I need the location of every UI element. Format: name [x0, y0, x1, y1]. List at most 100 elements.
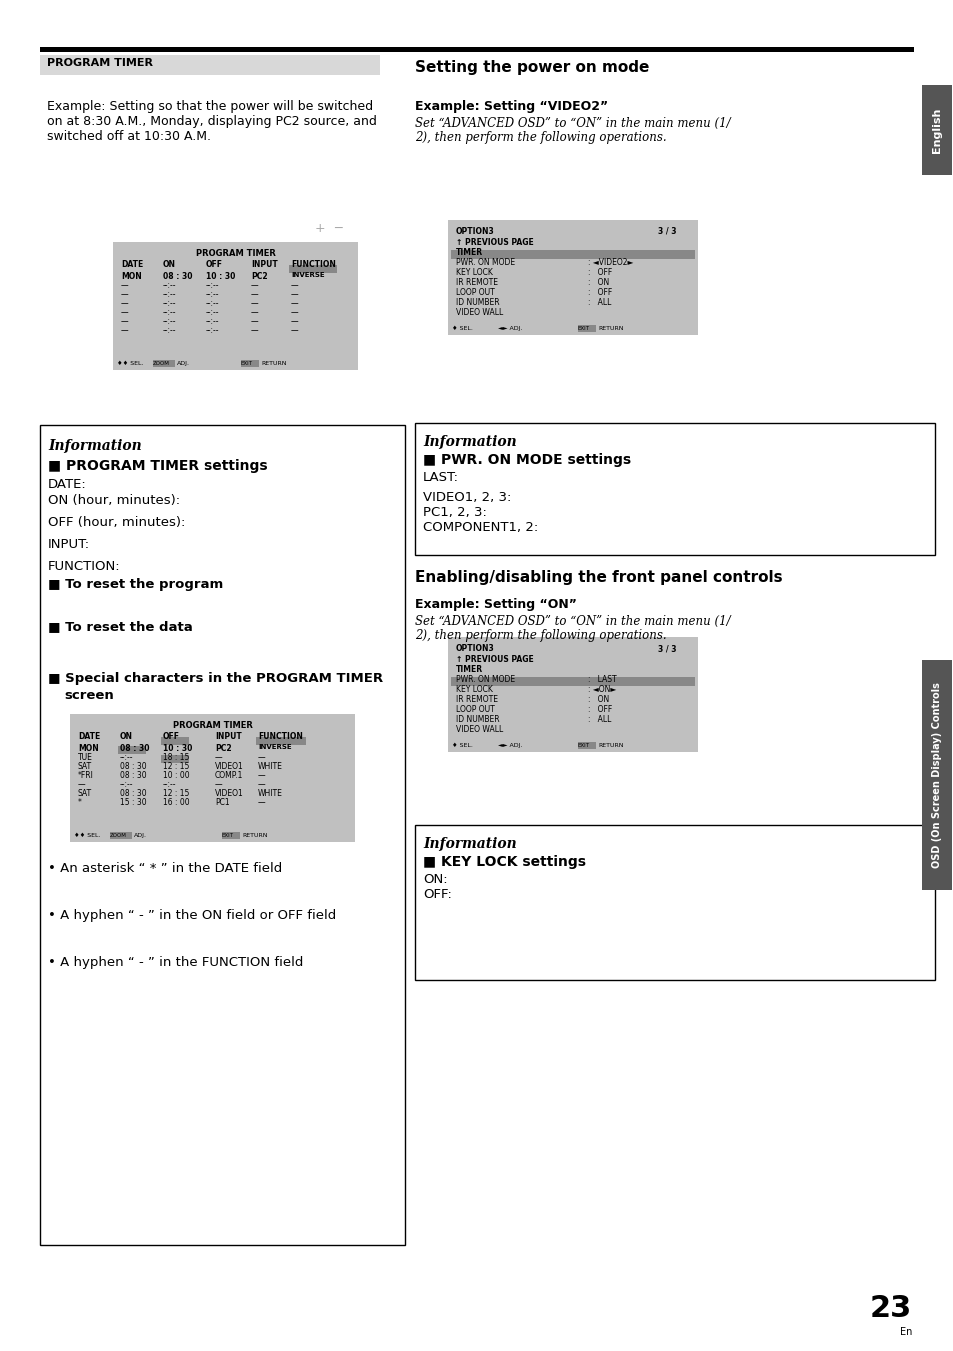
- Text: ↑ PREVIOUS PAGE: ↑ PREVIOUS PAGE: [456, 238, 533, 247]
- Text: —: —: [257, 753, 265, 762]
- Bar: [161, 755, 189, 763]
- Text: EXIT: EXIT: [222, 834, 233, 838]
- Text: —: —: [291, 317, 298, 326]
- Text: --:--: --:--: [206, 308, 219, 317]
- Text: Example: Setting “VIDEO2”: Example: Setting “VIDEO2”: [415, 100, 607, 113]
- Text: PROGRAM TIMER: PROGRAM TIMER: [172, 721, 253, 730]
- Text: VIDEO WALL: VIDEO WALL: [456, 308, 503, 317]
- Text: LOOP OUT: LOOP OUT: [456, 705, 495, 713]
- Text: SAT: SAT: [78, 789, 92, 798]
- Text: --:--: --:--: [163, 326, 176, 335]
- Text: INPUT: INPUT: [251, 259, 277, 269]
- Text: :   ON: : ON: [587, 694, 609, 704]
- Text: —: —: [291, 326, 298, 335]
- Text: : ◄ON►: : ◄ON►: [587, 685, 616, 694]
- Text: —: —: [291, 281, 298, 290]
- Text: —: —: [121, 308, 129, 317]
- Text: OFF: OFF: [206, 259, 223, 269]
- Text: WHITE: WHITE: [257, 789, 283, 798]
- Text: PC2: PC2: [251, 272, 268, 281]
- Text: TIMER: TIMER: [456, 665, 482, 674]
- Text: 15 : 30: 15 : 30: [120, 798, 147, 807]
- Text: ADJ.: ADJ.: [177, 361, 190, 366]
- Text: 2), then perform the following operations.: 2), then perform the following operation…: [415, 131, 666, 145]
- Text: :   LAST: : LAST: [587, 676, 616, 684]
- Text: ◄► ADJ.: ◄► ADJ.: [497, 743, 522, 748]
- Text: screen: screen: [64, 689, 113, 703]
- Text: Example: Setting so that the power will be switched: Example: Setting so that the power will …: [47, 100, 373, 113]
- Text: 08 : 30: 08 : 30: [163, 272, 193, 281]
- Text: 2), then perform the following operations.: 2), then perform the following operation…: [415, 630, 666, 642]
- Bar: [241, 359, 258, 367]
- Bar: [161, 738, 189, 744]
- Text: :   ALL: : ALL: [587, 715, 611, 724]
- Text: :   OFF: : OFF: [587, 267, 612, 277]
- Text: TUE: TUE: [78, 753, 92, 762]
- Text: --:--: --:--: [163, 281, 176, 290]
- Text: PC2: PC2: [214, 744, 232, 753]
- Text: 10 : 00: 10 : 00: [163, 771, 190, 780]
- Bar: [222, 832, 240, 839]
- Text: VIDEO1: VIDEO1: [214, 789, 244, 798]
- Bar: [40, 55, 379, 76]
- Text: —: —: [251, 317, 258, 326]
- Text: Set “ADVANCED OSD” to “ON” in the main menu (1/: Set “ADVANCED OSD” to “ON” in the main m…: [415, 118, 730, 130]
- Text: En: En: [899, 1327, 911, 1337]
- Text: EXIT: EXIT: [578, 743, 589, 748]
- Text: IR REMOTE: IR REMOTE: [456, 278, 497, 286]
- Text: RETURN: RETURN: [261, 361, 286, 366]
- Text: 08 : 30: 08 : 30: [120, 771, 147, 780]
- Text: LOOP OUT: LOOP OUT: [456, 288, 495, 297]
- Text: ■ KEY LOCK settings: ■ KEY LOCK settings: [422, 855, 585, 869]
- Text: OFF (hour, minutes):: OFF (hour, minutes):: [48, 516, 185, 530]
- Text: 08 : 30: 08 : 30: [120, 789, 147, 798]
- Text: :   OFF: : OFF: [587, 705, 612, 713]
- Text: MON: MON: [121, 272, 142, 281]
- Text: :   OFF: : OFF: [587, 288, 612, 297]
- Text: 16 : 00: 16 : 00: [163, 798, 190, 807]
- Text: —: —: [251, 326, 258, 335]
- Text: FUNCTION: FUNCTION: [257, 732, 302, 740]
- Bar: [255, 738, 306, 744]
- Text: VIDEO1, 2, 3:: VIDEO1, 2, 3:: [422, 490, 511, 504]
- Text: IR REMOTE: IR REMOTE: [456, 694, 497, 704]
- Text: • A hyphen “ - ” in the ON field or OFF field: • A hyphen “ - ” in the ON field or OFF …: [48, 909, 335, 921]
- Text: ◄► ADJ.: ◄► ADJ.: [497, 326, 522, 331]
- Text: —: —: [251, 308, 258, 317]
- Text: KEY LOCK: KEY LOCK: [456, 267, 493, 277]
- Text: PC1: PC1: [214, 798, 230, 807]
- Text: —: —: [78, 780, 86, 789]
- Text: ■ To reset the data: ■ To reset the data: [48, 620, 193, 634]
- Text: 12 : 15: 12 : 15: [163, 789, 190, 798]
- Text: ↑ PREVIOUS PAGE: ↑ PREVIOUS PAGE: [456, 655, 533, 663]
- Text: FUNCTION: FUNCTION: [291, 259, 335, 269]
- Text: ■ PROGRAM TIMER settings: ■ PROGRAM TIMER settings: [48, 459, 268, 473]
- Text: DATE:: DATE:: [48, 478, 87, 490]
- Text: 3 / 3: 3 / 3: [658, 227, 676, 236]
- Text: ZOOM: ZOOM: [152, 361, 170, 366]
- Text: 08 : 30: 08 : 30: [120, 762, 147, 771]
- Text: 23: 23: [869, 1294, 911, 1323]
- Text: --:--: --:--: [206, 326, 219, 335]
- Text: DATE: DATE: [121, 259, 143, 269]
- Text: ID NUMBER: ID NUMBER: [456, 299, 499, 307]
- Text: INVERSE: INVERSE: [291, 272, 324, 278]
- Text: Example: Setting “ON”: Example: Setting “ON”: [415, 598, 577, 611]
- Text: OSD (On Screen Display) Controls: OSD (On Screen Display) Controls: [931, 682, 941, 867]
- Text: 08 : 30: 08 : 30: [120, 744, 150, 753]
- Text: —: —: [291, 299, 298, 308]
- Text: PROGRAM TIMER: PROGRAM TIMER: [47, 58, 152, 68]
- Text: --:--: --:--: [206, 299, 219, 308]
- Text: ♦ SEL.: ♦ SEL.: [452, 743, 473, 748]
- Text: English: English: [931, 107, 941, 153]
- Text: ON:: ON:: [422, 873, 447, 886]
- Text: switched off at 10:30 A.M.: switched off at 10:30 A.M.: [47, 130, 211, 143]
- Text: ♦♦ SEL.: ♦♦ SEL.: [117, 361, 143, 366]
- Text: --:--: --:--: [163, 308, 176, 317]
- Text: —: —: [257, 771, 265, 780]
- Bar: [40, 426, 405, 1246]
- Text: ON: ON: [120, 732, 132, 740]
- Text: RETURN: RETURN: [242, 834, 267, 838]
- Text: EXIT: EXIT: [241, 361, 253, 366]
- Text: ON: ON: [163, 259, 175, 269]
